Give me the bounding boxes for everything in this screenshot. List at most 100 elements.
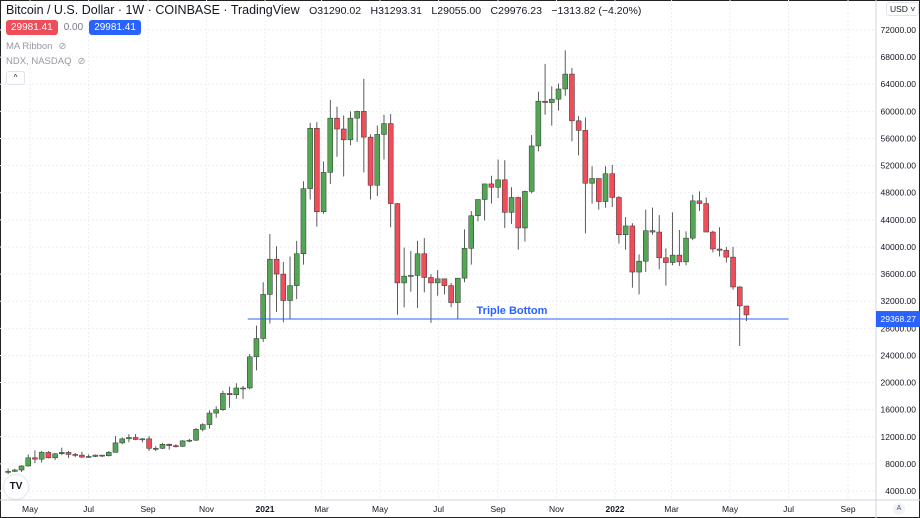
candle-down	[367, 136, 374, 186]
price-tick-label: 40000.00	[881, 242, 917, 252]
candle-up	[92, 454, 99, 457]
symbol-legend: Bitcoin / U.S. Dollar · 1W · COINBASE · …	[6, 3, 641, 17]
sell-button[interactable]: 29981.41	[6, 20, 58, 35]
candle-down	[730, 256, 736, 288]
candle-up	[253, 338, 260, 358]
time-tick-label: Nov	[549, 504, 565, 514]
candle-up	[240, 387, 246, 390]
candle-up	[414, 253, 421, 276]
candle-down	[441, 278, 448, 286]
candle-down	[226, 393, 233, 396]
candle-down	[649, 230, 656, 233]
candle-up	[59, 452, 65, 455]
candle-up	[179, 440, 186, 447]
candle-up	[374, 134, 381, 186]
price-tick-label: 24000.00	[881, 350, 917, 360]
eye-hidden-icon[interactable]: ⊘	[77, 56, 86, 67]
candle-down	[340, 128, 347, 141]
price-tick-label: 8000.00	[885, 459, 916, 469]
price-tick-label: 72000.00	[881, 25, 917, 35]
candle-down	[736, 286, 743, 307]
price-tick-label: 28000.00	[881, 323, 917, 333]
candle-up	[354, 111, 360, 119]
candle-up	[522, 191, 528, 229]
candle-down	[676, 254, 683, 263]
candle-up	[455, 277, 461, 303]
time-tick-label: 2021	[256, 504, 275, 514]
price-tick-label: 32000.00	[881, 296, 917, 306]
indicator-ma-ribbon[interactable]: MA Ribbon ⊘	[6, 41, 66, 52]
candle-up	[246, 356, 253, 389]
candle-down	[743, 305, 750, 316]
candle-up	[300, 188, 307, 254]
price-tick-label: 48000.00	[881, 188, 917, 198]
candle-up	[18, 465, 25, 471]
time-tick-label: Mar	[664, 504, 679, 514]
time-tick-label: Nov	[199, 504, 215, 514]
candle-down	[569, 73, 575, 122]
candle-down	[596, 178, 602, 202]
time-tick-label: May	[372, 504, 389, 514]
candle-up	[159, 444, 166, 449]
candle-down	[273, 258, 280, 275]
candle-down	[314, 128, 320, 212]
ohlc-low: L29055.00	[431, 5, 482, 17]
candle-up	[690, 200, 696, 239]
candle-up	[293, 253, 300, 286]
candle-down	[629, 225, 636, 273]
candle-up	[307, 128, 313, 189]
candle-down	[448, 285, 454, 303]
candle-down	[609, 173, 615, 198]
candle-down	[173, 445, 179, 447]
candle-down	[428, 277, 434, 284]
candle-up	[481, 183, 488, 200]
indicator-label: MA Ribbon	[6, 41, 53, 52]
candle-down	[79, 454, 85, 458]
price-tick-label: 44000.00	[881, 215, 917, 225]
tradingview-logo[interactable]: TV	[4, 475, 28, 499]
buy-button[interactable]: 29981.41	[89, 20, 141, 35]
candle-down	[515, 197, 521, 229]
candle-down	[72, 454, 78, 456]
indicator-ndx[interactable]: NDX, NASDAQ ⊘	[6, 56, 85, 67]
candle-down	[99, 454, 105, 457]
candle-down	[32, 457, 38, 460]
last-price-label: 29368.27	[881, 314, 917, 324]
price-tick-label: 56000.00	[881, 133, 917, 143]
candle-up	[126, 437, 132, 440]
candle-down	[502, 179, 508, 213]
chevron-up-icon[interactable]: ^	[6, 71, 25, 85]
candle-up	[233, 387, 240, 396]
candle-down	[696, 200, 703, 204]
candle-up	[408, 275, 414, 277]
candle-up	[220, 393, 226, 410]
candle-up	[186, 439, 193, 442]
ohlc-high: H31293.31	[370, 5, 422, 17]
time-tick-label: Jul	[83, 504, 94, 514]
price-tick-label: 20000.00	[881, 378, 917, 388]
symbol-title[interactable]: Bitcoin / U.S. Dollar · 1W · COINBASE · …	[6, 3, 300, 17]
auto-scale-button[interactable]: A	[893, 503, 905, 515]
candle-up	[327, 117, 334, 173]
candle-up	[683, 237, 689, 263]
candle-up	[535, 100, 542, 147]
time-tick-label: May	[22, 504, 39, 514]
candle-up	[381, 123, 387, 135]
candle-up	[85, 456, 92, 458]
last-price-tag	[876, 311, 920, 328]
candle-up	[508, 197, 515, 213]
candle-down	[723, 250, 730, 258]
candle-down	[334, 117, 340, 130]
eye-hidden-icon[interactable]: ⊘	[58, 41, 67, 52]
currency-select[interactable]: USD ˅	[886, 2, 920, 16]
time-tick-label: Jul	[783, 504, 794, 514]
candle-down	[361, 111, 367, 138]
candle-up	[260, 294, 266, 339]
candle-up	[287, 285, 293, 301]
candle-up	[602, 173, 609, 202]
candle-up	[38, 452, 45, 460]
candle-up	[119, 438, 125, 444]
price-tick-label: 64000.00	[881, 79, 917, 89]
time-tick-label: Jul	[433, 504, 444, 514]
